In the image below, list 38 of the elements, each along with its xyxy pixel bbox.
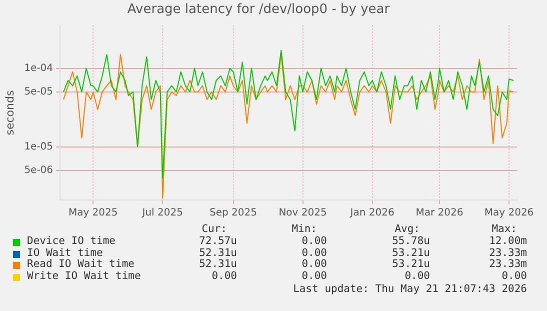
text: Cur: bbox=[202, 223, 227, 235]
y-tick-label: 5e-05 bbox=[24, 86, 54, 98]
text: 0.00 bbox=[404, 270, 430, 282]
text: 0.00 bbox=[502, 270, 527, 282]
text: Max: bbox=[492, 223, 517, 235]
y-tick-label: 5e-06 bbox=[24, 165, 54, 176]
text: 52.31u bbox=[199, 246, 237, 259]
text: 0.00 bbox=[302, 235, 327, 247]
text: Avg: bbox=[394, 223, 420, 235]
chart-title: Average latency for /dev/loop0 - by year bbox=[127, 2, 390, 18]
text: 0.00 bbox=[302, 270, 327, 282]
x-tick-label: Nov 2025 bbox=[278, 208, 327, 219]
text: 0.00 bbox=[302, 246, 327, 259]
text: 53.21u bbox=[392, 258, 430, 270]
text: 23.33m bbox=[489, 258, 527, 270]
text: 0.00 bbox=[212, 270, 237, 282]
text: Min: bbox=[292, 223, 317, 235]
text: 55.78u bbox=[392, 235, 430, 247]
text: 0.00 bbox=[302, 258, 327, 270]
x-tick-label: May 2026 bbox=[484, 208, 534, 219]
text: 23.33m bbox=[489, 246, 527, 259]
x-tick-label: Jan 2026 bbox=[349, 208, 394, 219]
text: 53.21u bbox=[392, 246, 430, 259]
legend-label: Read IO Wait time bbox=[27, 258, 134, 270]
legend-label: Write IO Wait time bbox=[27, 270, 141, 282]
text: 52.31u bbox=[199, 258, 237, 270]
x-tick-label: Jul 2025 bbox=[141, 208, 183, 219]
x-tick-label: Sep 2025 bbox=[210, 208, 257, 219]
legend-label: Device IO time bbox=[27, 235, 116, 247]
y-axis-title: seconds bbox=[3, 90, 16, 136]
text: 72.57u bbox=[199, 235, 237, 247]
legend-label: IO Wait time bbox=[27, 246, 103, 259]
x-tick-label: May 2025 bbox=[68, 208, 118, 219]
text: Last update: Thu May 21 21:07:43 2026 bbox=[293, 283, 527, 295]
text: 12.00m bbox=[489, 235, 527, 247]
x-tick-label: Mar 2026 bbox=[416, 208, 464, 219]
y-tick-label: 1e-05 bbox=[24, 141, 54, 152]
y-tick-label: 1e-04 bbox=[24, 62, 54, 74]
